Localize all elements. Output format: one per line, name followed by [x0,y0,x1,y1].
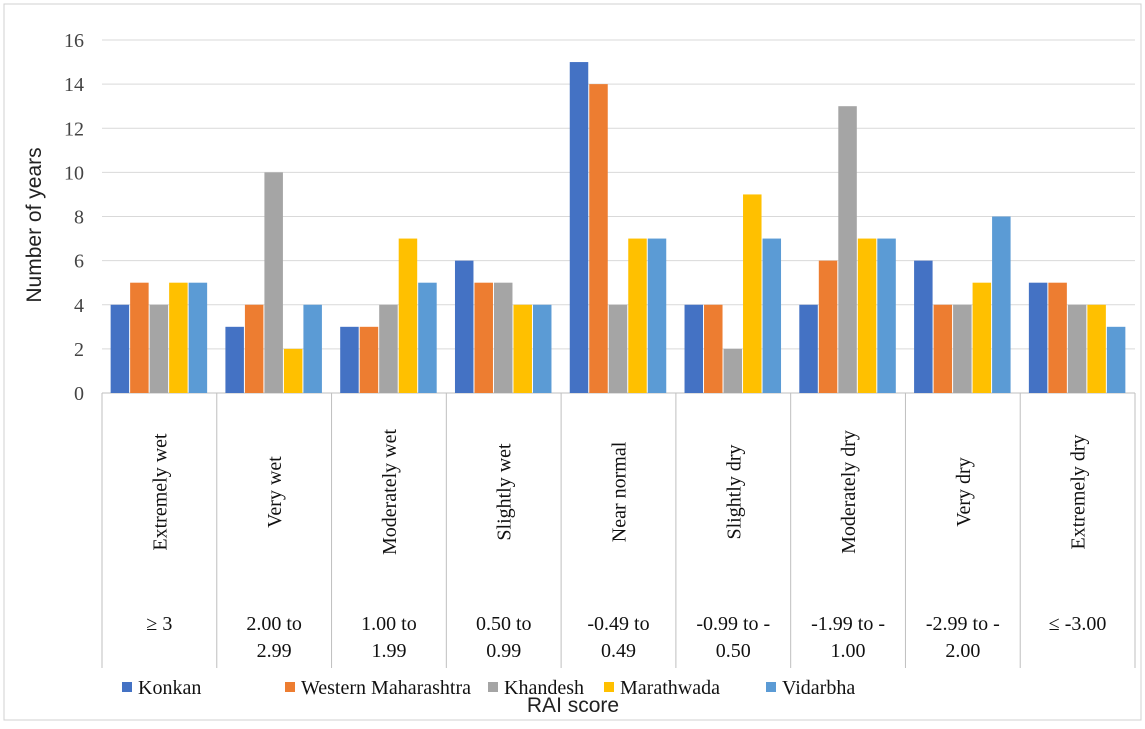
category-range-label: -1.99 to - [811,613,885,635]
y-axis-title: Number of years [23,147,46,302]
category-range-label: 0.50 [716,640,751,662]
legend: Konkan Western Maharashtra Khandesh Marathw… [122,677,855,699]
bar [933,304,953,393]
bar [264,172,283,393]
legend-swatch [285,682,295,692]
category-range-label: 0.99 [486,640,521,662]
bar [379,304,398,393]
y-tick-label: 8 [74,207,84,229]
bar [532,304,552,393]
bar [454,260,474,393]
category-range-label: ≥ 3 [146,613,172,635]
bar [244,304,264,393]
category-label: Extremely dry [1068,435,1090,550]
category-range-label: ≤ -3.00 [1049,613,1107,635]
y-tick-label: 4 [74,295,84,317]
bar [149,304,169,393]
category-range-label: -2.99 to - [926,613,1000,635]
bar [743,194,762,393]
legend-entry-label: Konkan [138,677,201,699]
bar [972,282,992,393]
category-range-label: 2.00 [945,640,980,662]
y-tick-label: 10 [64,162,84,184]
bar [953,304,972,393]
y-tick-label: 2 [74,339,84,361]
y-tick-label: 0 [74,383,84,405]
x-axis-title: RAI score [527,694,619,717]
legend-swatch [766,682,776,692]
legend-entry-label: Western Maharashtra [301,677,471,699]
bar [569,62,589,393]
category-label: Slightly dry [723,444,745,539]
category-range-label: 2.99 [257,640,292,662]
category-label: Very wet [264,456,286,528]
bar [474,282,493,393]
bar [225,326,244,393]
bar [303,304,322,393]
category-label: Moderately dry [838,430,860,554]
y-tick-label: 12 [64,118,84,140]
bar [169,282,188,393]
bar [1067,304,1087,393]
category-range-label: 0.49 [601,640,636,662]
y-tick-label: 14 [64,74,84,96]
category-range-label: 2.00 to [246,613,302,635]
bar [914,260,933,393]
bar [1048,282,1067,393]
bar [340,326,359,393]
bars [110,62,1126,393]
category-label: Moderately wet [379,429,401,556]
bar [589,84,608,393]
bar [857,238,877,393]
bar [1106,326,1126,393]
legend-entry-label: Vidarbha [782,677,855,699]
bar [838,106,857,393]
bar [110,304,130,393]
category-range-label: 1.00 to [361,613,417,635]
legend-swatch [122,682,132,692]
category-labels: Extremely wet ≥ 3 Very wet 2.00 to 2.99 Moder… [146,429,1106,662]
bar [188,282,208,393]
bar [704,304,723,393]
bar [723,348,743,393]
y-tick-label: 16 [64,30,84,52]
bar [493,282,513,393]
legend-swatch [488,682,498,692]
bar [684,304,704,393]
bar [608,304,628,393]
bar [359,326,379,393]
bar [1028,282,1048,393]
category-label: Slightly wet [494,443,516,541]
bar [818,260,838,393]
category-range-label: 1.00 [831,640,866,662]
bar [992,216,1011,393]
bar [1087,304,1106,393]
y-tick-label: 6 [74,251,84,273]
category-label: Very dry [953,457,975,526]
legend-entry-label: Khandesh [504,677,584,699]
bar [130,282,149,393]
legend-entry-label: Marathwada [620,677,720,699]
category-range-label: -0.49 to [587,613,649,635]
legend-swatch [604,682,614,692]
category-range-label: 0.50 to [476,613,532,635]
bar [628,238,647,393]
category-label: Extremely wet [149,433,171,551]
category-range-label: 1.99 [371,640,406,662]
category-label: Near normal [609,441,631,542]
bar [418,282,437,393]
bar [647,238,667,393]
bar [398,238,418,393]
bar [283,348,303,393]
bar [877,238,896,393]
bar [513,304,532,393]
y-tick-labels: 0 2 4 6 8 10 12 14 16 [64,30,84,405]
bar [762,238,782,393]
category-range-label: -0.99 to - [696,613,770,635]
bar [799,304,818,393]
